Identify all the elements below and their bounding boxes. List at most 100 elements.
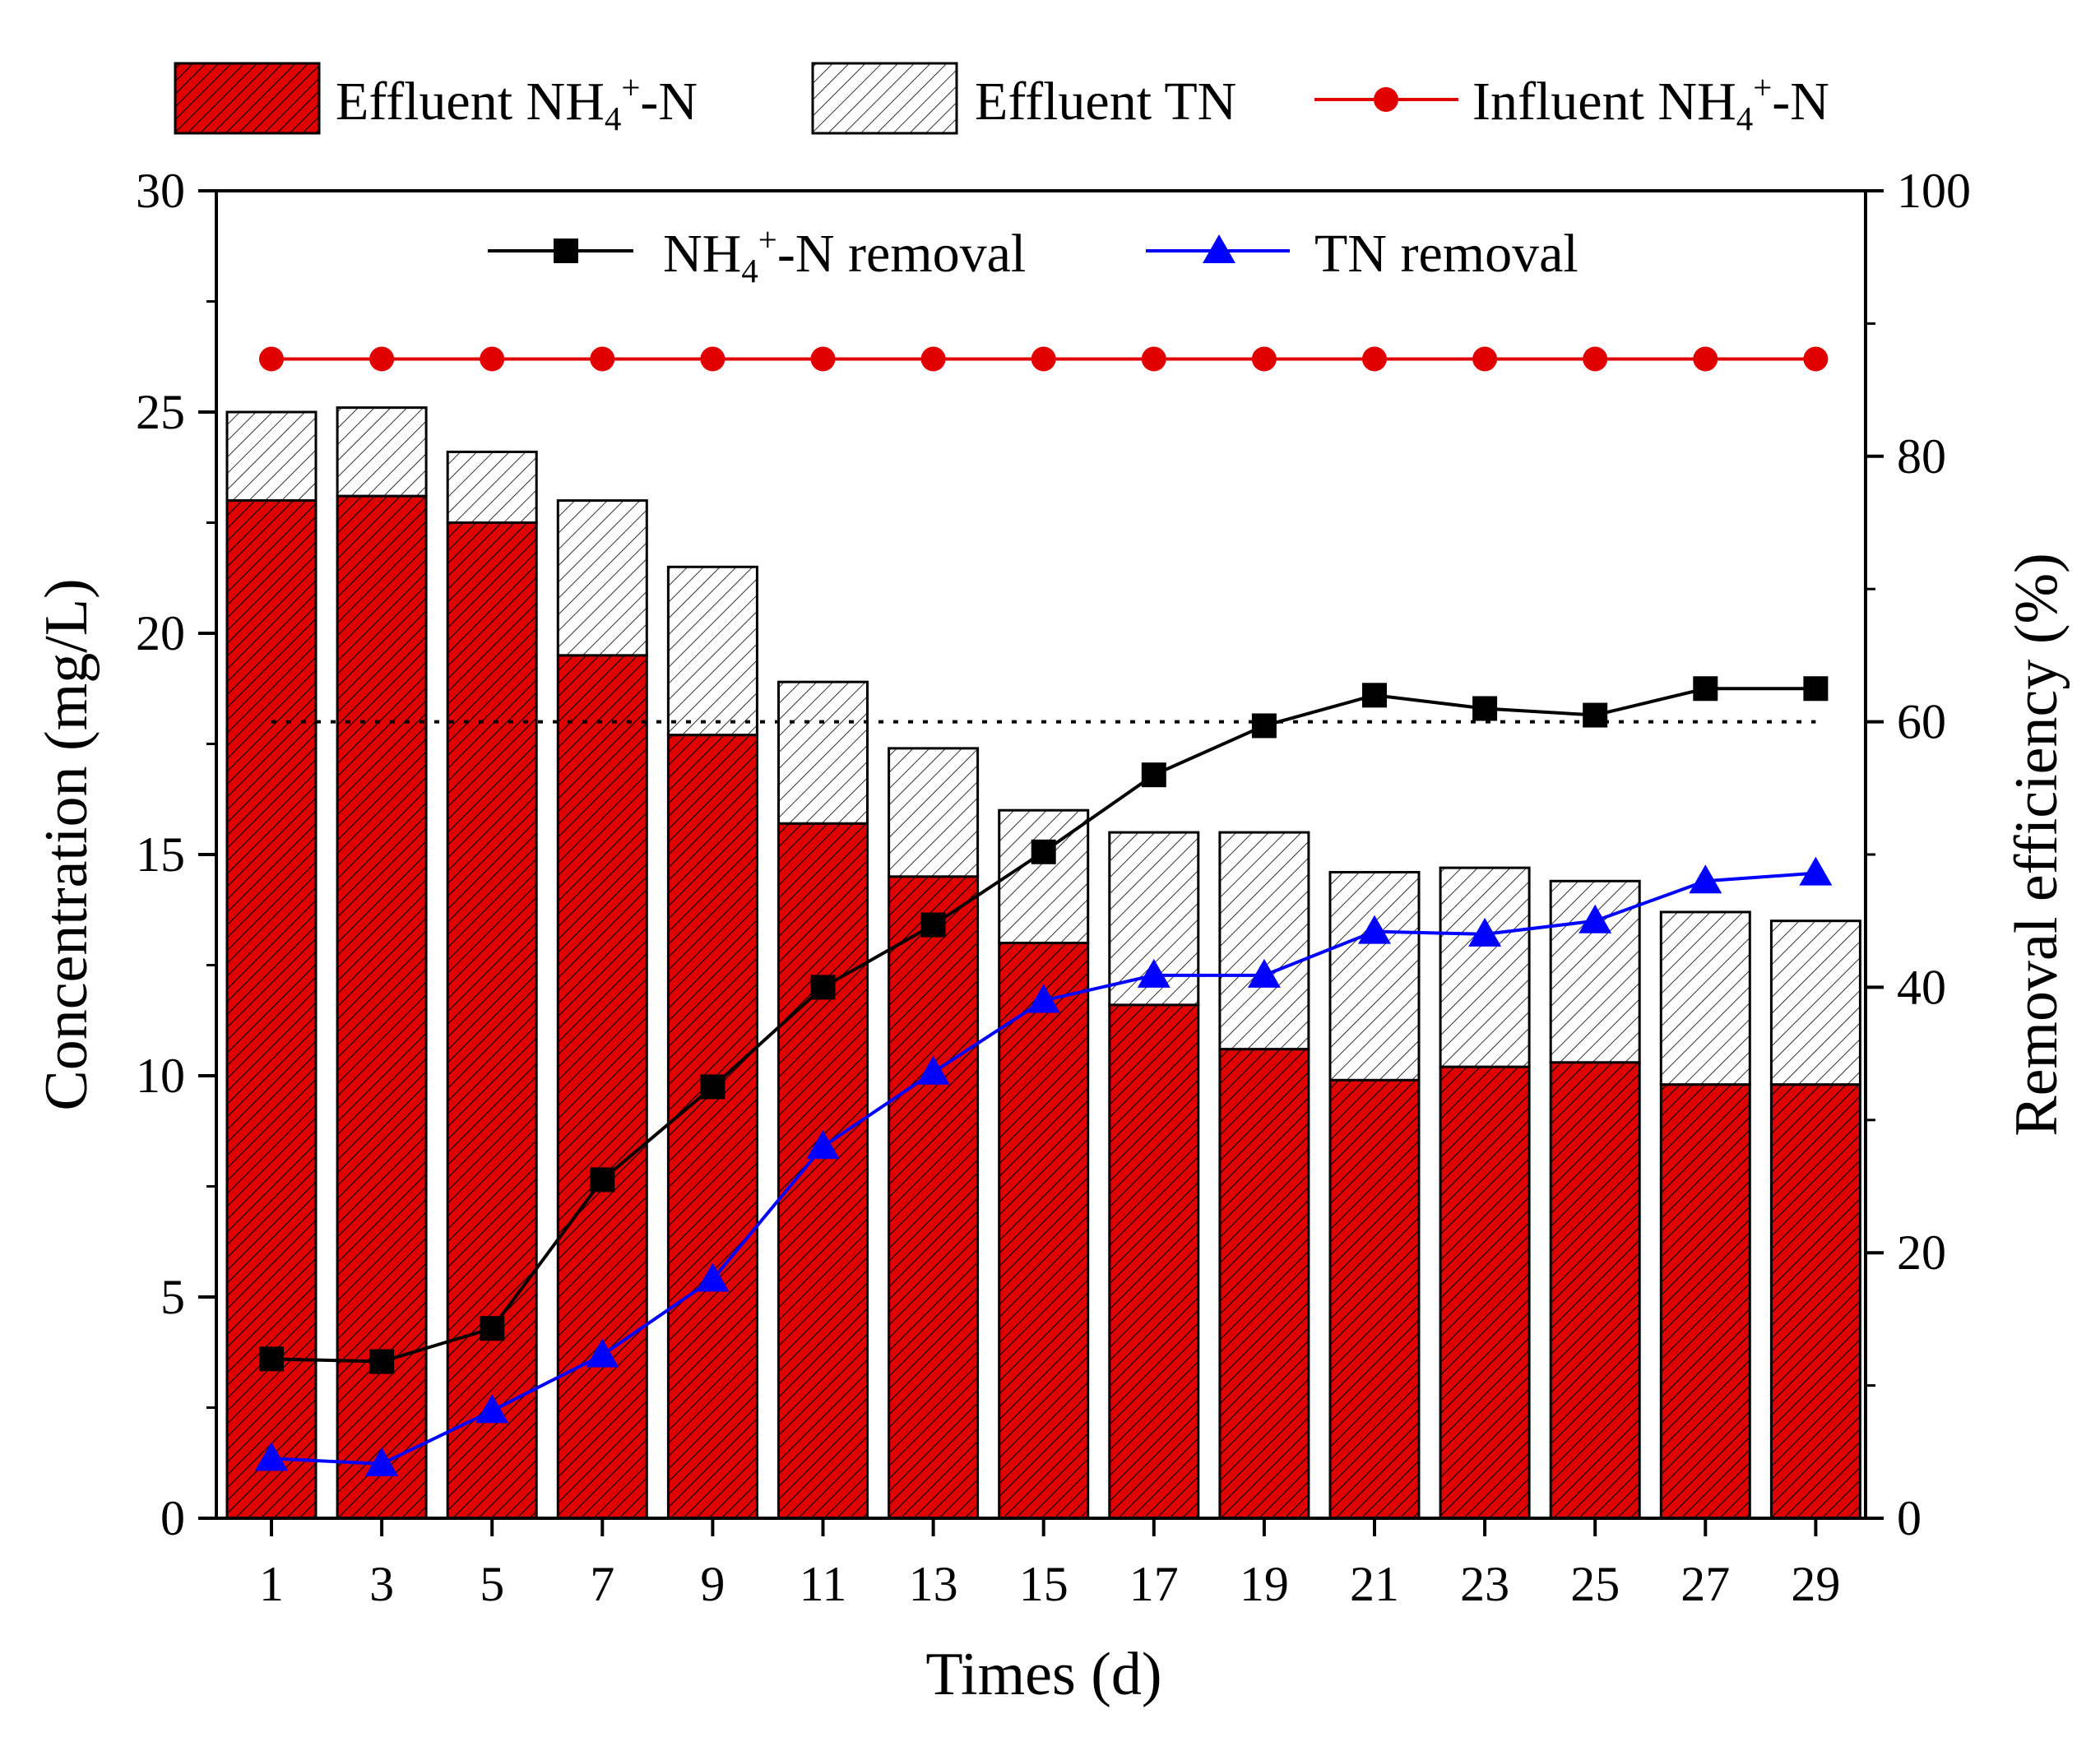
bar-effluent-nh4 bbox=[888, 875, 980, 1520]
series-2-point bbox=[480, 346, 505, 372]
series-2-point bbox=[1031, 346, 1056, 372]
series-3-point bbox=[1693, 676, 1718, 702]
bar-effluent-tn bbox=[1659, 910, 1751, 1086]
series-4-point bbox=[1578, 904, 1612, 933]
bar-effluent-nh4 bbox=[1328, 1078, 1421, 1520]
bar-effluent-tn bbox=[446, 450, 538, 524]
series-3-point bbox=[1803, 676, 1829, 702]
series-4-point bbox=[1799, 856, 1833, 886]
bar-effluent-tn bbox=[1439, 866, 1531, 1068]
y-left-tick-label: 15 bbox=[136, 827, 185, 882]
bar-effluent-nh4 bbox=[556, 654, 648, 1520]
series-3-point bbox=[259, 1346, 284, 1372]
bar-effluent-nh4 bbox=[777, 822, 869, 1520]
series-4-point bbox=[696, 1262, 730, 1292]
series-3-point bbox=[480, 1316, 505, 1341]
x-tick-label: 3 bbox=[369, 1557, 394, 1611]
series-3-point bbox=[1031, 839, 1056, 864]
series-2-point bbox=[700, 346, 725, 372]
x-axis-title: Times (d) bbox=[925, 1641, 1161, 1708]
bar-effluent-tn bbox=[225, 410, 318, 503]
bar-effluent-tn bbox=[336, 406, 428, 498]
series-4-point bbox=[255, 1442, 288, 1471]
series-4-point bbox=[365, 1447, 399, 1476]
y-left-tick-label: 5 bbox=[160, 1270, 185, 1324]
bar-effluent-nh4 bbox=[1218, 1048, 1310, 1520]
bar-effluent-tn bbox=[1218, 831, 1310, 1051]
x-tick-label: 11 bbox=[800, 1557, 847, 1611]
legend-label-tn-removal: TN removal bbox=[1314, 224, 1578, 284]
right-axis-title: Removal efficiency (%) bbox=[2003, 553, 2070, 1137]
y-right-tick-label: 0 bbox=[1897, 1491, 1922, 1545]
series-2-point bbox=[810, 346, 836, 372]
bars bbox=[225, 406, 1861, 1520]
series-2-point bbox=[1583, 346, 1608, 372]
bar-effluent-tn bbox=[888, 747, 980, 878]
bar-effluent-tn bbox=[1769, 919, 1861, 1086]
series-2-point bbox=[1472, 346, 1498, 372]
bar-effluent-nh4 bbox=[1108, 1003, 1200, 1520]
series-3-point bbox=[1472, 696, 1498, 721]
legend-swatch-effluent-tn bbox=[811, 62, 958, 135]
x-tick-label: 13 bbox=[909, 1557, 958, 1611]
legend-label-nh4-removal: NH4+-N removal bbox=[663, 221, 1026, 290]
legend-marker-influent-nh4 bbox=[1374, 87, 1398, 112]
y-left-tick-label: 10 bbox=[136, 1049, 185, 1103]
lines bbox=[255, 346, 1833, 1476]
series-2-point bbox=[259, 346, 284, 372]
legend-label-influent-nh4: Influent NH4+-N bbox=[1472, 69, 1829, 137]
series-3-point bbox=[590, 1167, 615, 1193]
y-left-tick-label: 30 bbox=[136, 164, 185, 218]
legend-top: Effluent NH4+-N Effluent TN Influent NH4+-… bbox=[174, 62, 1829, 137]
x-tick-label: 21 bbox=[1350, 1557, 1399, 1611]
legend-label-effluent-tn: Effluent TN bbox=[975, 72, 1236, 132]
y-right-tick-label: 80 bbox=[1897, 429, 1946, 484]
series-3-point bbox=[1251, 713, 1277, 739]
y-left-tick-label: 20 bbox=[136, 606, 185, 660]
series-3-point bbox=[1583, 702, 1608, 728]
bar-effluent-nh4 bbox=[446, 521, 538, 1520]
bar-effluent-nh4 bbox=[1549, 1061, 1641, 1520]
bar-effluent-nh4 bbox=[998, 942, 1090, 1520]
series-4-point bbox=[916, 1055, 950, 1085]
series-2-point bbox=[1693, 346, 1718, 372]
x-tick-label: 17 bbox=[1129, 1557, 1179, 1611]
series-2-point bbox=[920, 346, 946, 372]
series-4-point bbox=[1468, 917, 1502, 947]
bar-effluent-nh4 bbox=[1769, 1083, 1861, 1520]
series-3-point bbox=[700, 1074, 725, 1100]
series-4-point bbox=[1689, 864, 1722, 894]
series-3-point bbox=[810, 975, 836, 1000]
y-right-tick-label: 60 bbox=[1897, 695, 1946, 749]
legend-swatch-effluent-nh4 bbox=[174, 62, 321, 135]
series-4-point bbox=[1137, 958, 1171, 988]
series-2-point bbox=[1141, 346, 1166, 372]
series-3-point bbox=[1141, 762, 1166, 788]
bar-effluent-tn bbox=[1328, 871, 1421, 1082]
series-2-point bbox=[1362, 346, 1387, 372]
series-3-point bbox=[369, 1349, 395, 1374]
x-tick-label: 23 bbox=[1460, 1557, 1509, 1611]
series-2-point bbox=[590, 346, 615, 372]
x-tick-label: 1 bbox=[259, 1557, 284, 1611]
legend-inner: NH4+-N removal TN removal bbox=[488, 221, 1578, 290]
bar-effluent-nh4 bbox=[1439, 1065, 1531, 1520]
x-tick-label: 15 bbox=[1019, 1557, 1069, 1611]
legend-marker-nh4-removal bbox=[554, 239, 578, 263]
y-right-tick-label: 40 bbox=[1897, 960, 1946, 1014]
bar-effluent-tn bbox=[556, 499, 648, 657]
bar-effluent-nh4 bbox=[666, 734, 758, 1520]
y-left-tick-label: 0 bbox=[160, 1491, 185, 1545]
x-tick-label: 19 bbox=[1240, 1557, 1289, 1611]
x-tick-label: 5 bbox=[480, 1557, 504, 1611]
series-2-point bbox=[369, 346, 395, 372]
left-axis-title: Concentration (mg/L) bbox=[33, 578, 100, 1110]
series-4-point bbox=[1247, 958, 1281, 988]
bar-effluent-nh4 bbox=[336, 494, 428, 1520]
series-4-point bbox=[1358, 915, 1391, 944]
x-tick-label: 27 bbox=[1680, 1557, 1730, 1611]
series-2-point bbox=[1251, 346, 1277, 372]
series-4-point bbox=[475, 1394, 509, 1424]
y-right-tick-label: 100 bbox=[1897, 164, 1971, 218]
